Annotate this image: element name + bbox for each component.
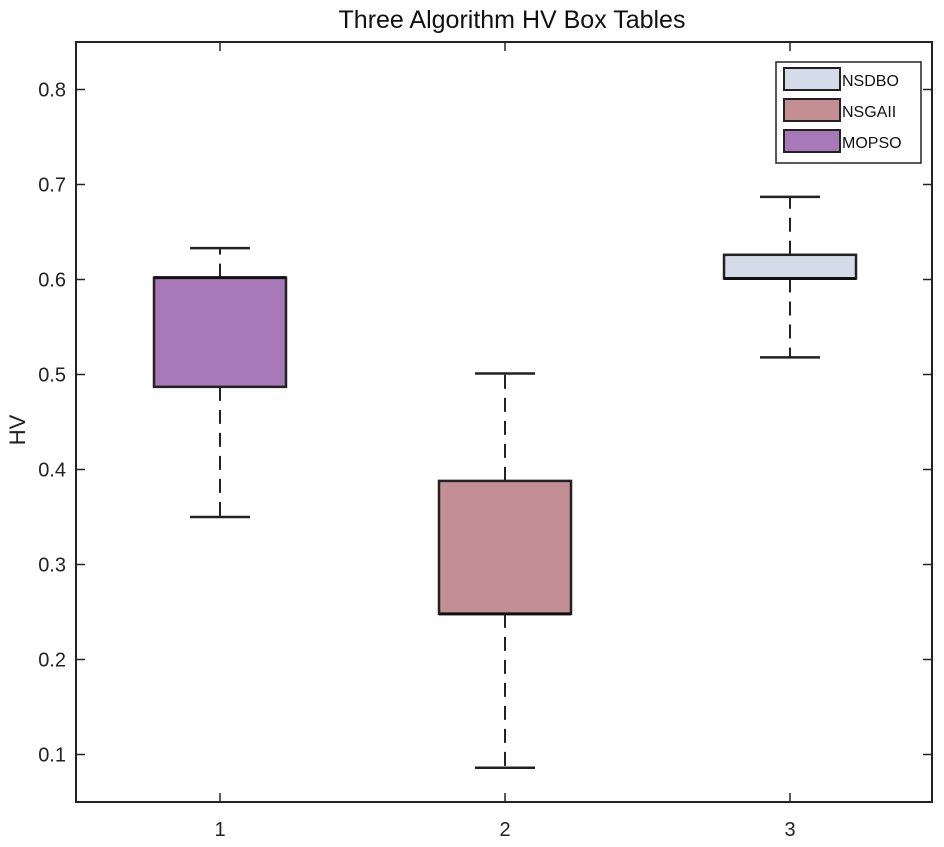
legend-label: NSDBO [842, 73, 899, 90]
legend-swatch [783, 129, 841, 153]
x-tick-label: 1 [214, 819, 225, 841]
legend-label: NSGAII [842, 104, 896, 121]
x-tick-label: 3 [784, 819, 795, 841]
legend-label: MOPSO [842, 135, 902, 152]
box-body [722, 253, 858, 280]
box-nsgaii [437, 372, 573, 770]
plot-area-frame [75, 41, 933, 803]
box-group [152, 195, 858, 770]
y-tick-label: 0.4 [38, 460, 66, 482]
y-tick-label: 0.6 [38, 270, 66, 292]
y-tick-label: 0.7 [38, 175, 66, 197]
x-tick-label: 2 [499, 819, 510, 841]
y-tick-label: 0.5 [38, 365, 66, 387]
y-tick-label: 0.1 [38, 745, 66, 767]
box-nsdbo [722, 195, 858, 359]
y-tick-label: 0.3 [38, 555, 66, 577]
y-tick-label: 0.2 [38, 650, 66, 672]
y-axis-label: HV [5, 414, 30, 445]
y-axis: 0.1 0.2 0.3 0.4 0.5 0.6 0.7 0.8 [38, 80, 932, 767]
x-axis: 1 2 3 [214, 42, 796, 841]
box-mopso [152, 246, 288, 519]
legend: NSDBO NSGAII MOPSO [775, 61, 922, 164]
legend-swatch [783, 67, 841, 91]
box-body [152, 276, 288, 389]
box-body [437, 479, 573, 616]
legend-swatch [783, 98, 841, 122]
chart-title: Three Algorithm HV Box Tables [339, 6, 686, 34]
y-tick-label: 0.8 [38, 80, 66, 102]
